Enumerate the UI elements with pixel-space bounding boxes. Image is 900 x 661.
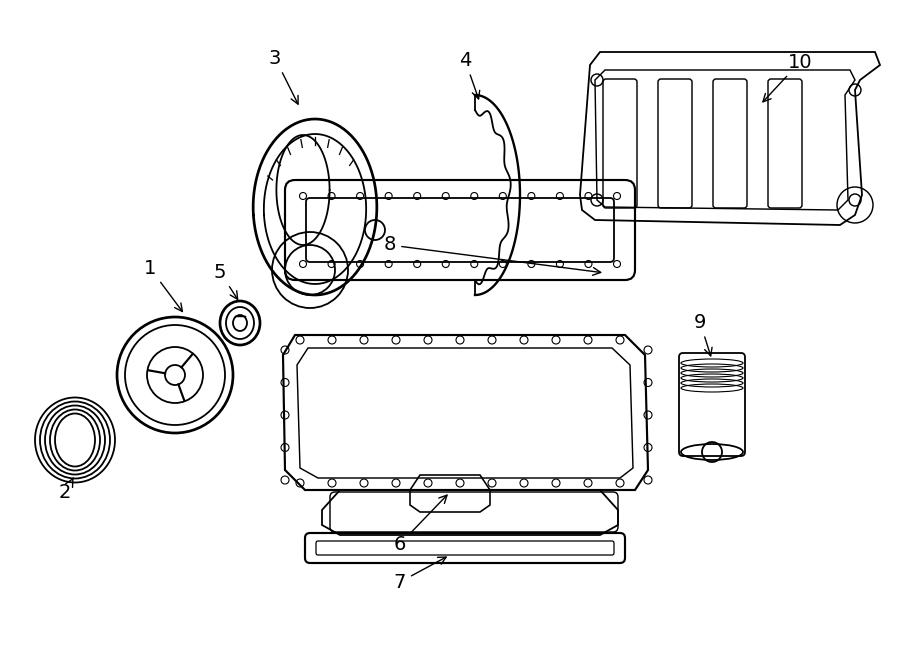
Text: 2: 2 (58, 478, 73, 502)
Text: 5: 5 (214, 262, 238, 299)
Text: 4: 4 (459, 50, 480, 99)
Text: 9: 9 (694, 313, 712, 356)
Text: 8: 8 (383, 235, 600, 275)
Text: 1: 1 (144, 258, 183, 311)
Text: 6: 6 (394, 495, 447, 553)
Text: 7: 7 (394, 557, 446, 592)
Text: 10: 10 (763, 52, 813, 102)
Text: 3: 3 (269, 48, 298, 104)
